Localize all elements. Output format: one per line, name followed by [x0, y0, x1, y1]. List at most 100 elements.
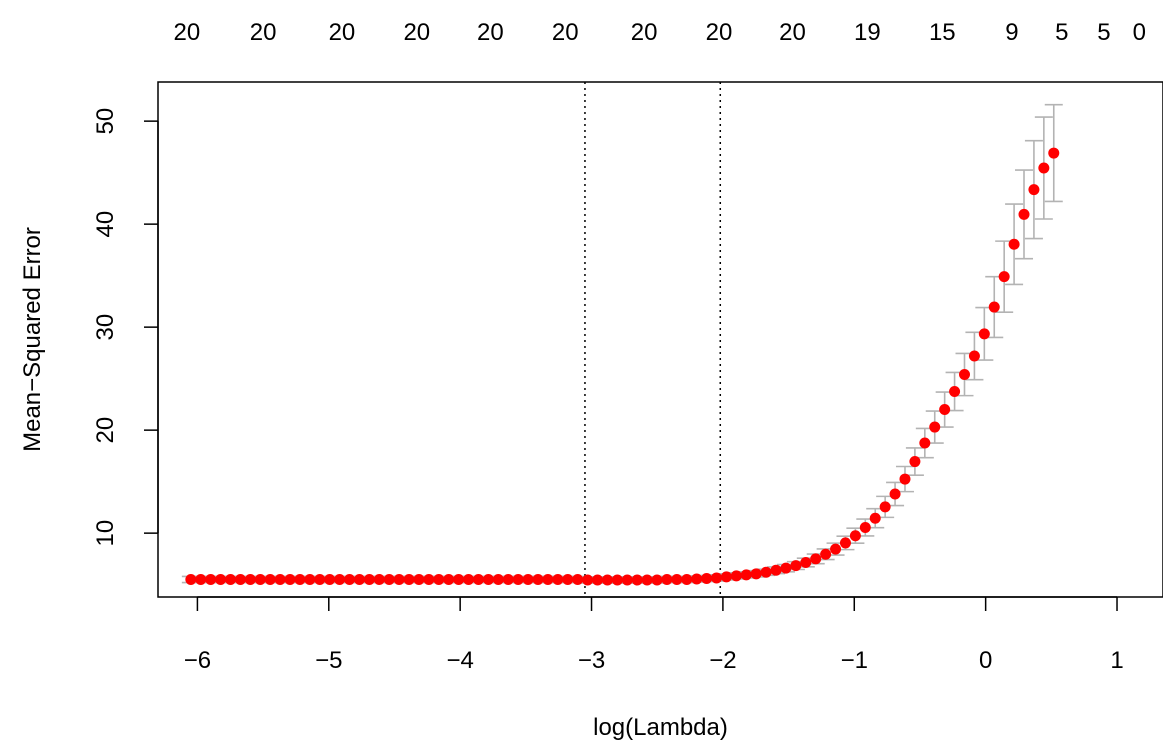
point-82 [998, 271, 1010, 283]
point-29 [472, 573, 484, 585]
point-30 [482, 573, 494, 585]
point-15 [334, 573, 346, 585]
point-54 [720, 571, 732, 583]
point-40 [582, 574, 594, 586]
point-44 [621, 574, 633, 586]
point-70 [879, 501, 891, 513]
point-26 [443, 573, 455, 585]
point-65 [830, 543, 842, 555]
y-tick-label-2: 30 [92, 314, 119, 341]
point-57 [750, 568, 762, 580]
point-62 [800, 556, 812, 568]
point-9 [274, 573, 286, 585]
point-0 [185, 573, 197, 585]
y-tick-label-1: 20 [92, 417, 119, 444]
point-20 [383, 573, 395, 585]
point-63 [810, 553, 822, 565]
top-label-1: 20 [250, 19, 277, 46]
point-32 [502, 573, 514, 585]
point-46 [641, 574, 653, 586]
top-label-14: 0 [1133, 19, 1146, 46]
point-2 [205, 573, 217, 585]
point-37 [552, 573, 564, 585]
x-tick-label-6: 0 [979, 647, 992, 674]
point-50 [681, 573, 693, 585]
top-label-13: 5 [1097, 19, 1110, 46]
point-58 [760, 566, 772, 578]
point-33 [512, 573, 524, 585]
point-71 [889, 488, 901, 500]
top-label-5: 20 [552, 19, 579, 46]
x-tick-label-5: −1 [841, 647, 868, 674]
point-74 [919, 437, 931, 449]
point-24 [423, 573, 435, 585]
point-14 [324, 573, 336, 585]
point-47 [651, 574, 663, 586]
point-45 [631, 574, 643, 586]
point-81 [988, 301, 1000, 313]
y-tick-label-4: 50 [92, 108, 119, 135]
point-25 [433, 573, 445, 585]
x-tick-label-0: −6 [184, 647, 211, 674]
y-tick-label-0: 10 [92, 520, 119, 547]
point-19 [373, 573, 385, 585]
point-73 [909, 456, 921, 468]
point-21 [393, 573, 405, 585]
point-17 [353, 573, 365, 585]
point-67 [849, 530, 861, 542]
point-11 [294, 573, 306, 585]
top-label-11: 9 [1005, 19, 1018, 46]
point-49 [671, 573, 683, 585]
point-39 [572, 573, 584, 585]
point-79 [968, 350, 980, 362]
point-12 [304, 573, 316, 585]
point-77 [949, 386, 961, 398]
x-tick-label-3: −3 [578, 647, 605, 674]
point-83 [1008, 238, 1020, 250]
top-label-12: 5 [1055, 19, 1068, 46]
point-4 [225, 573, 237, 585]
point-53 [711, 572, 723, 584]
point-78 [958, 369, 970, 381]
top-label-9: 19 [854, 19, 881, 46]
point-52 [701, 572, 713, 584]
point-72 [899, 473, 911, 485]
point-75 [929, 421, 941, 433]
point-85 [1028, 184, 1040, 196]
x-axis: −6 −5 −4 −3 −2 −1 0 1 [184, 596, 1124, 674]
point-61 [790, 560, 802, 572]
point-27 [453, 573, 465, 585]
point-16 [344, 573, 356, 585]
point-84 [1018, 208, 1030, 220]
plot-frame [157, 81, 1163, 598]
point-43 [611, 574, 623, 586]
point-51 [691, 573, 703, 585]
point-68 [859, 521, 871, 533]
point-86 [1038, 162, 1050, 174]
point-76 [939, 404, 951, 416]
x-tick-label-4: −2 [709, 647, 736, 674]
point-28 [463, 573, 475, 585]
point-22 [403, 573, 415, 585]
error-bars [181, 103, 1063, 584]
x-tick-label-2: −4 [446, 647, 473, 674]
point-80 [978, 328, 990, 340]
point-38 [562, 573, 574, 585]
point-36 [542, 573, 554, 585]
top-label-0: 20 [174, 19, 201, 46]
top-label-6: 20 [631, 19, 658, 46]
lambda-reference-lines [584, 82, 722, 597]
point-1 [195, 573, 207, 585]
top-label-8: 20 [779, 19, 806, 46]
point-66 [839, 537, 851, 549]
point-64 [820, 548, 832, 560]
point-18 [363, 573, 375, 585]
top-label-3: 20 [403, 19, 430, 46]
point-31 [492, 573, 504, 585]
top-axis-nonzero-counts: 20 20 20 20 20 20 20 20 20 19 15 9 5 5 0 [174, 19, 1146, 46]
mse-points [185, 147, 1060, 586]
point-69 [869, 512, 881, 524]
x-tick-label-7: 1 [1110, 647, 1123, 674]
point-87 [1048, 147, 1060, 159]
